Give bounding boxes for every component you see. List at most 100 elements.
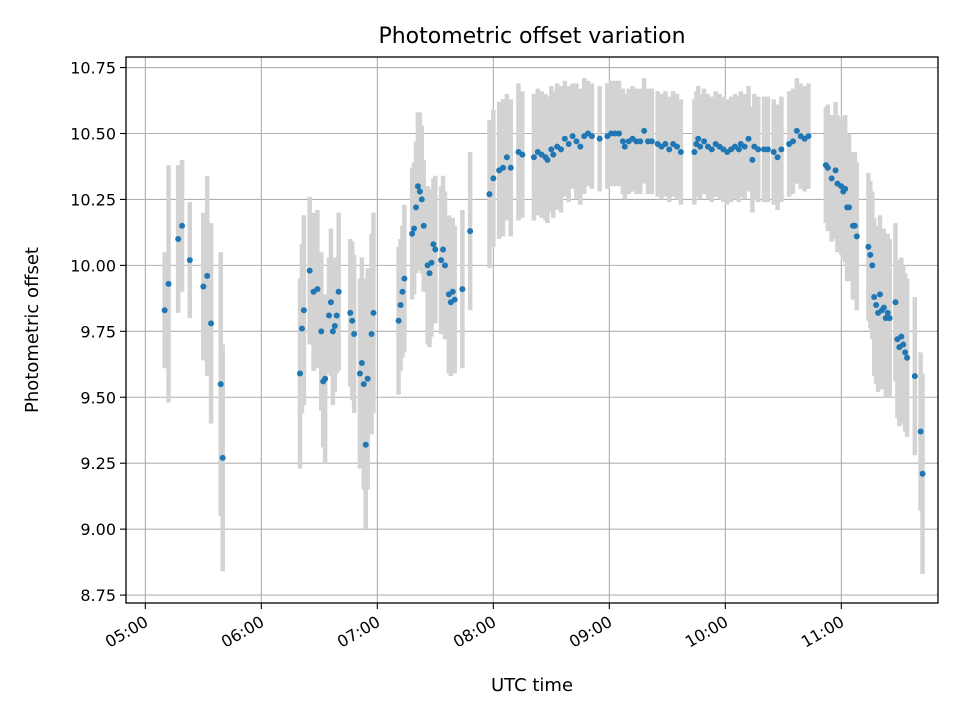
data-point (519, 151, 526, 158)
data-point (430, 241, 437, 248)
data-point (911, 373, 918, 380)
y-tick-label: 9.00 (80, 520, 116, 539)
data-point (409, 230, 416, 237)
data-point (637, 138, 644, 145)
data-point (745, 135, 752, 142)
data-point (774, 154, 781, 161)
data-point (329, 328, 336, 335)
x-tick-label: 09:00 (566, 612, 615, 652)
data-point (331, 323, 338, 330)
data-point (880, 304, 887, 311)
data-point (778, 146, 785, 153)
data-point (842, 185, 849, 192)
data-point (548, 146, 555, 153)
x-tick-label: 08:00 (450, 612, 499, 652)
data-point (438, 257, 445, 264)
y-tick-label: 10.00 (70, 256, 116, 275)
data-point (869, 262, 876, 269)
data-point (428, 259, 435, 266)
data-point (356, 370, 363, 377)
data-point (697, 143, 704, 150)
data-point (351, 330, 358, 337)
data-point (558, 146, 564, 153)
data-point (621, 143, 628, 150)
data-point (793, 127, 800, 134)
y-axis-ticks: 8.75 9.00 9.25 9.50 9.75 10.00 10.25 10.50 10.75 (70, 59, 126, 605)
data-point (701, 138, 708, 145)
data-point (561, 135, 568, 142)
y-tick-label: 10.25 (70, 190, 116, 209)
data-point (741, 143, 748, 150)
data-point (306, 267, 313, 274)
data-point (327, 299, 334, 306)
data-point (708, 146, 715, 153)
data-point (440, 246, 447, 253)
data-point (300, 307, 307, 314)
data-point (503, 154, 510, 161)
data-point (764, 146, 771, 153)
data-point (395, 317, 402, 324)
data-point (648, 138, 655, 145)
data-points (161, 127, 926, 477)
data-point (596, 135, 603, 142)
data-point (314, 286, 321, 293)
data-point (892, 299, 899, 306)
data-point (666, 146, 673, 153)
data-point (467, 228, 474, 235)
data-point (544, 156, 551, 163)
data-point (770, 148, 777, 155)
data-point (418, 196, 425, 203)
data-point (186, 257, 193, 264)
data-point (871, 294, 878, 301)
data-point (426, 270, 433, 277)
data-point (735, 146, 742, 153)
data-point (368, 330, 375, 337)
data-point (902, 349, 909, 356)
data-point (790, 138, 796, 145)
data-point (886, 315, 893, 322)
data-point (333, 312, 340, 319)
data-point (588, 133, 595, 140)
y-tick-label: 9.75 (80, 322, 116, 341)
data-point (397, 301, 404, 308)
data-point (569, 133, 576, 140)
data-point (349, 317, 356, 324)
data-point (616, 130, 622, 137)
data-point (298, 325, 305, 332)
data-point (318, 328, 325, 335)
x-tick-label: 11:00 (798, 612, 847, 652)
data-point (550, 151, 557, 158)
data-point (805, 133, 812, 140)
data-point (219, 454, 226, 461)
data-point (900, 341, 907, 348)
y-tick-label: 10.75 (70, 59, 116, 78)
data-point (867, 251, 874, 258)
data-point (326, 312, 332, 319)
data-point (619, 138, 626, 145)
data-point (413, 204, 419, 211)
data-point (297, 370, 303, 377)
data-point (824, 164, 831, 171)
data-point (322, 375, 329, 382)
data-point (179, 222, 186, 229)
x-tick-label: 10:00 (682, 612, 731, 652)
data-point (853, 233, 860, 240)
data-point (490, 175, 497, 182)
data-point (161, 307, 168, 314)
y-tick-label: 9.50 (80, 388, 116, 407)
data-point (500, 164, 506, 171)
y-tick-label: 9.25 (80, 454, 116, 473)
data-point (335, 288, 342, 295)
data-point (749, 156, 756, 163)
data-point (530, 154, 537, 161)
data-point (364, 375, 371, 382)
data-point (917, 428, 924, 435)
data-point (846, 204, 853, 211)
data-point (217, 381, 224, 388)
data-point (432, 246, 439, 253)
data-point (898, 333, 905, 340)
plot-area-frame (125, 56, 939, 604)
data-point (577, 143, 584, 150)
x-tick-label: 05:00 (102, 612, 151, 652)
data-point (416, 188, 423, 195)
